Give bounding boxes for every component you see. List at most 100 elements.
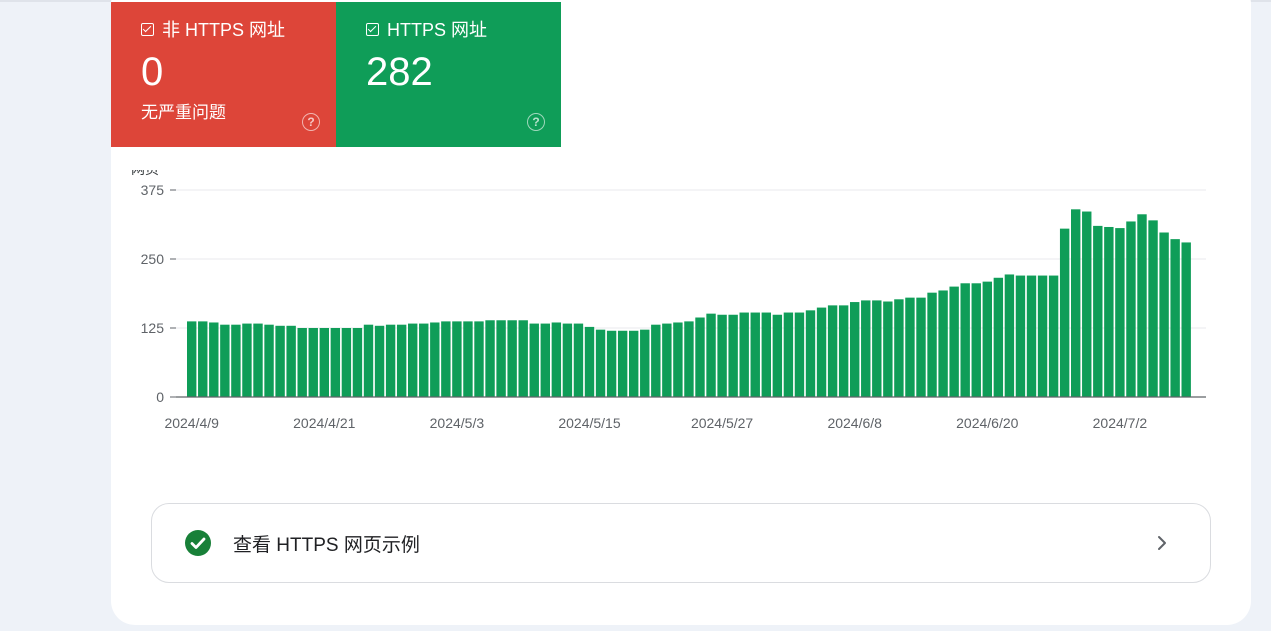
- tile-non-https-subtitle: 无严重问题: [141, 103, 226, 122]
- chart-bar: [551, 322, 562, 397]
- checkbox-icon[interactable]: [366, 22, 379, 36]
- chart-bar: [883, 301, 893, 397]
- chart-bar: [739, 312, 749, 397]
- chart-bar: [286, 325, 296, 397]
- chart-bar: [894, 299, 904, 397]
- tile-https-header[interactable]: HTTPS 网址: [366, 16, 487, 42]
- chart-bar: [242, 323, 252, 397]
- chart-bar: [673, 322, 683, 397]
- chart-bar: [827, 305, 838, 397]
- chart-bar: [960, 283, 970, 397]
- chart-bar: [584, 326, 595, 397]
- chart-bar: [750, 312, 760, 397]
- chart-bar: [783, 312, 794, 397]
- chart-bar: [1181, 242, 1191, 397]
- chart-bar: [408, 323, 418, 397]
- chart-bar: [253, 323, 263, 397]
- chart-bar: [396, 324, 407, 397]
- chart-bar: [794, 312, 805, 397]
- x-tick-label: 2024/4/21: [293, 415, 355, 431]
- chart-bar: [308, 328, 318, 397]
- chart-bar: [1126, 221, 1136, 397]
- chart-bar: [363, 324, 374, 397]
- chart-bar: [297, 328, 307, 397]
- chart-bar: [463, 321, 473, 397]
- chart-bar: [198, 321, 208, 397]
- x-tick-label: 2024/7/2: [1093, 415, 1148, 431]
- chart-bar: [595, 329, 606, 397]
- chart-bar: [761, 312, 771, 397]
- chart-bar: [209, 322, 219, 397]
- chart-bar: [187, 321, 197, 397]
- tile-https[interactable]: HTTPS 网址 282 ?: [336, 2, 561, 147]
- chart-bar: [1093, 225, 1103, 397]
- chart-bar: [1015, 275, 1026, 397]
- chart-bar: [805, 310, 816, 397]
- chart-bar: [573, 323, 584, 397]
- chart-bar: [651, 324, 661, 397]
- chart-bar: [1071, 209, 1081, 397]
- chart-bar: [474, 321, 484, 397]
- chart-bar: [540, 323, 550, 397]
- chart-bar: [706, 313, 716, 397]
- chart-bar: [617, 330, 628, 397]
- chart-bar: [231, 324, 241, 397]
- x-tick-label: 2024/4/9: [164, 415, 219, 431]
- view-https-examples-link[interactable]: 查看 HTTPS 网页示例: [151, 503, 1211, 583]
- y-axis-label: 网页: [131, 170, 159, 177]
- chart-bar: [905, 297, 915, 397]
- chart-bar: [861, 300, 871, 397]
- x-tick-label: 2024/6/8: [827, 415, 882, 431]
- tile-https-count: 282: [366, 50, 433, 94]
- x-tick-label: 2024/5/3: [430, 415, 485, 431]
- chart-bar: [993, 277, 1004, 397]
- chart-bar: [1104, 226, 1114, 397]
- y-tick-label: 250: [141, 251, 165, 267]
- chart-bar: [562, 323, 573, 397]
- check-circle-icon: [185, 530, 211, 556]
- chart-bar: [816, 307, 827, 397]
- tile-non-https[interactable]: 非 HTTPS 网址 0 无严重问题 ?: [111, 2, 336, 147]
- chart-bar: [1059, 228, 1070, 397]
- chart-bar: [1148, 220, 1158, 397]
- chart-bar: [695, 317, 705, 397]
- chart-bar: [982, 281, 992, 397]
- chart-bar: [717, 314, 727, 397]
- tile-non-https-label: 非 HTTPS 网址: [162, 20, 286, 40]
- chart-bar: [916, 297, 926, 397]
- chart-bar: [1159, 232, 1169, 397]
- view-https-examples-label: 查看 HTTPS 网页示例: [233, 534, 420, 556]
- chevron-right-icon[interactable]: [1152, 532, 1172, 554]
- chart-bar: [374, 325, 385, 397]
- tile-https-label: HTTPS 网址: [387, 20, 488, 40]
- chart-bar: [1115, 228, 1125, 397]
- chart-bar: [640, 329, 650, 397]
- chart-bar: [850, 302, 860, 397]
- chart-bar: [220, 324, 230, 397]
- chart-bar: [441, 321, 451, 397]
- chart-bar: [1170, 239, 1180, 397]
- x-tick-label: 2024/5/27: [691, 415, 753, 431]
- tile-non-https-count: 0: [141, 50, 164, 94]
- chart-bar: [684, 321, 694, 397]
- chart-bar: [971, 283, 981, 397]
- checkbox-icon[interactable]: [141, 22, 154, 36]
- chart-bar: [319, 328, 329, 397]
- chart-bar: [728, 314, 738, 397]
- chart-bar: [352, 328, 363, 397]
- chart-bar: [1082, 211, 1092, 397]
- tile-non-https-header[interactable]: 非 HTTPS 网址: [141, 16, 285, 42]
- x-tick-label: 2024/6/20: [956, 415, 1018, 431]
- help-icon[interactable]: ?: [302, 113, 320, 131]
- chart-bar: [518, 320, 528, 397]
- chart-bar: [275, 325, 285, 397]
- chart-bar: [419, 323, 429, 397]
- chart-bar: [1026, 275, 1037, 397]
- x-tick-label: 2024/5/15: [558, 415, 620, 431]
- chart-bar: [629, 330, 639, 397]
- https-report-card: 非 HTTPS 网址 0 无严重问题 ? HTTPS 网址 282 ? 网页 0 1…: [111, 0, 1251, 625]
- y-tick-label: 125: [141, 320, 165, 336]
- help-icon[interactable]: ?: [527, 113, 545, 131]
- y-tick-label: 0: [156, 389, 164, 405]
- chart-bar: [430, 322, 440, 397]
